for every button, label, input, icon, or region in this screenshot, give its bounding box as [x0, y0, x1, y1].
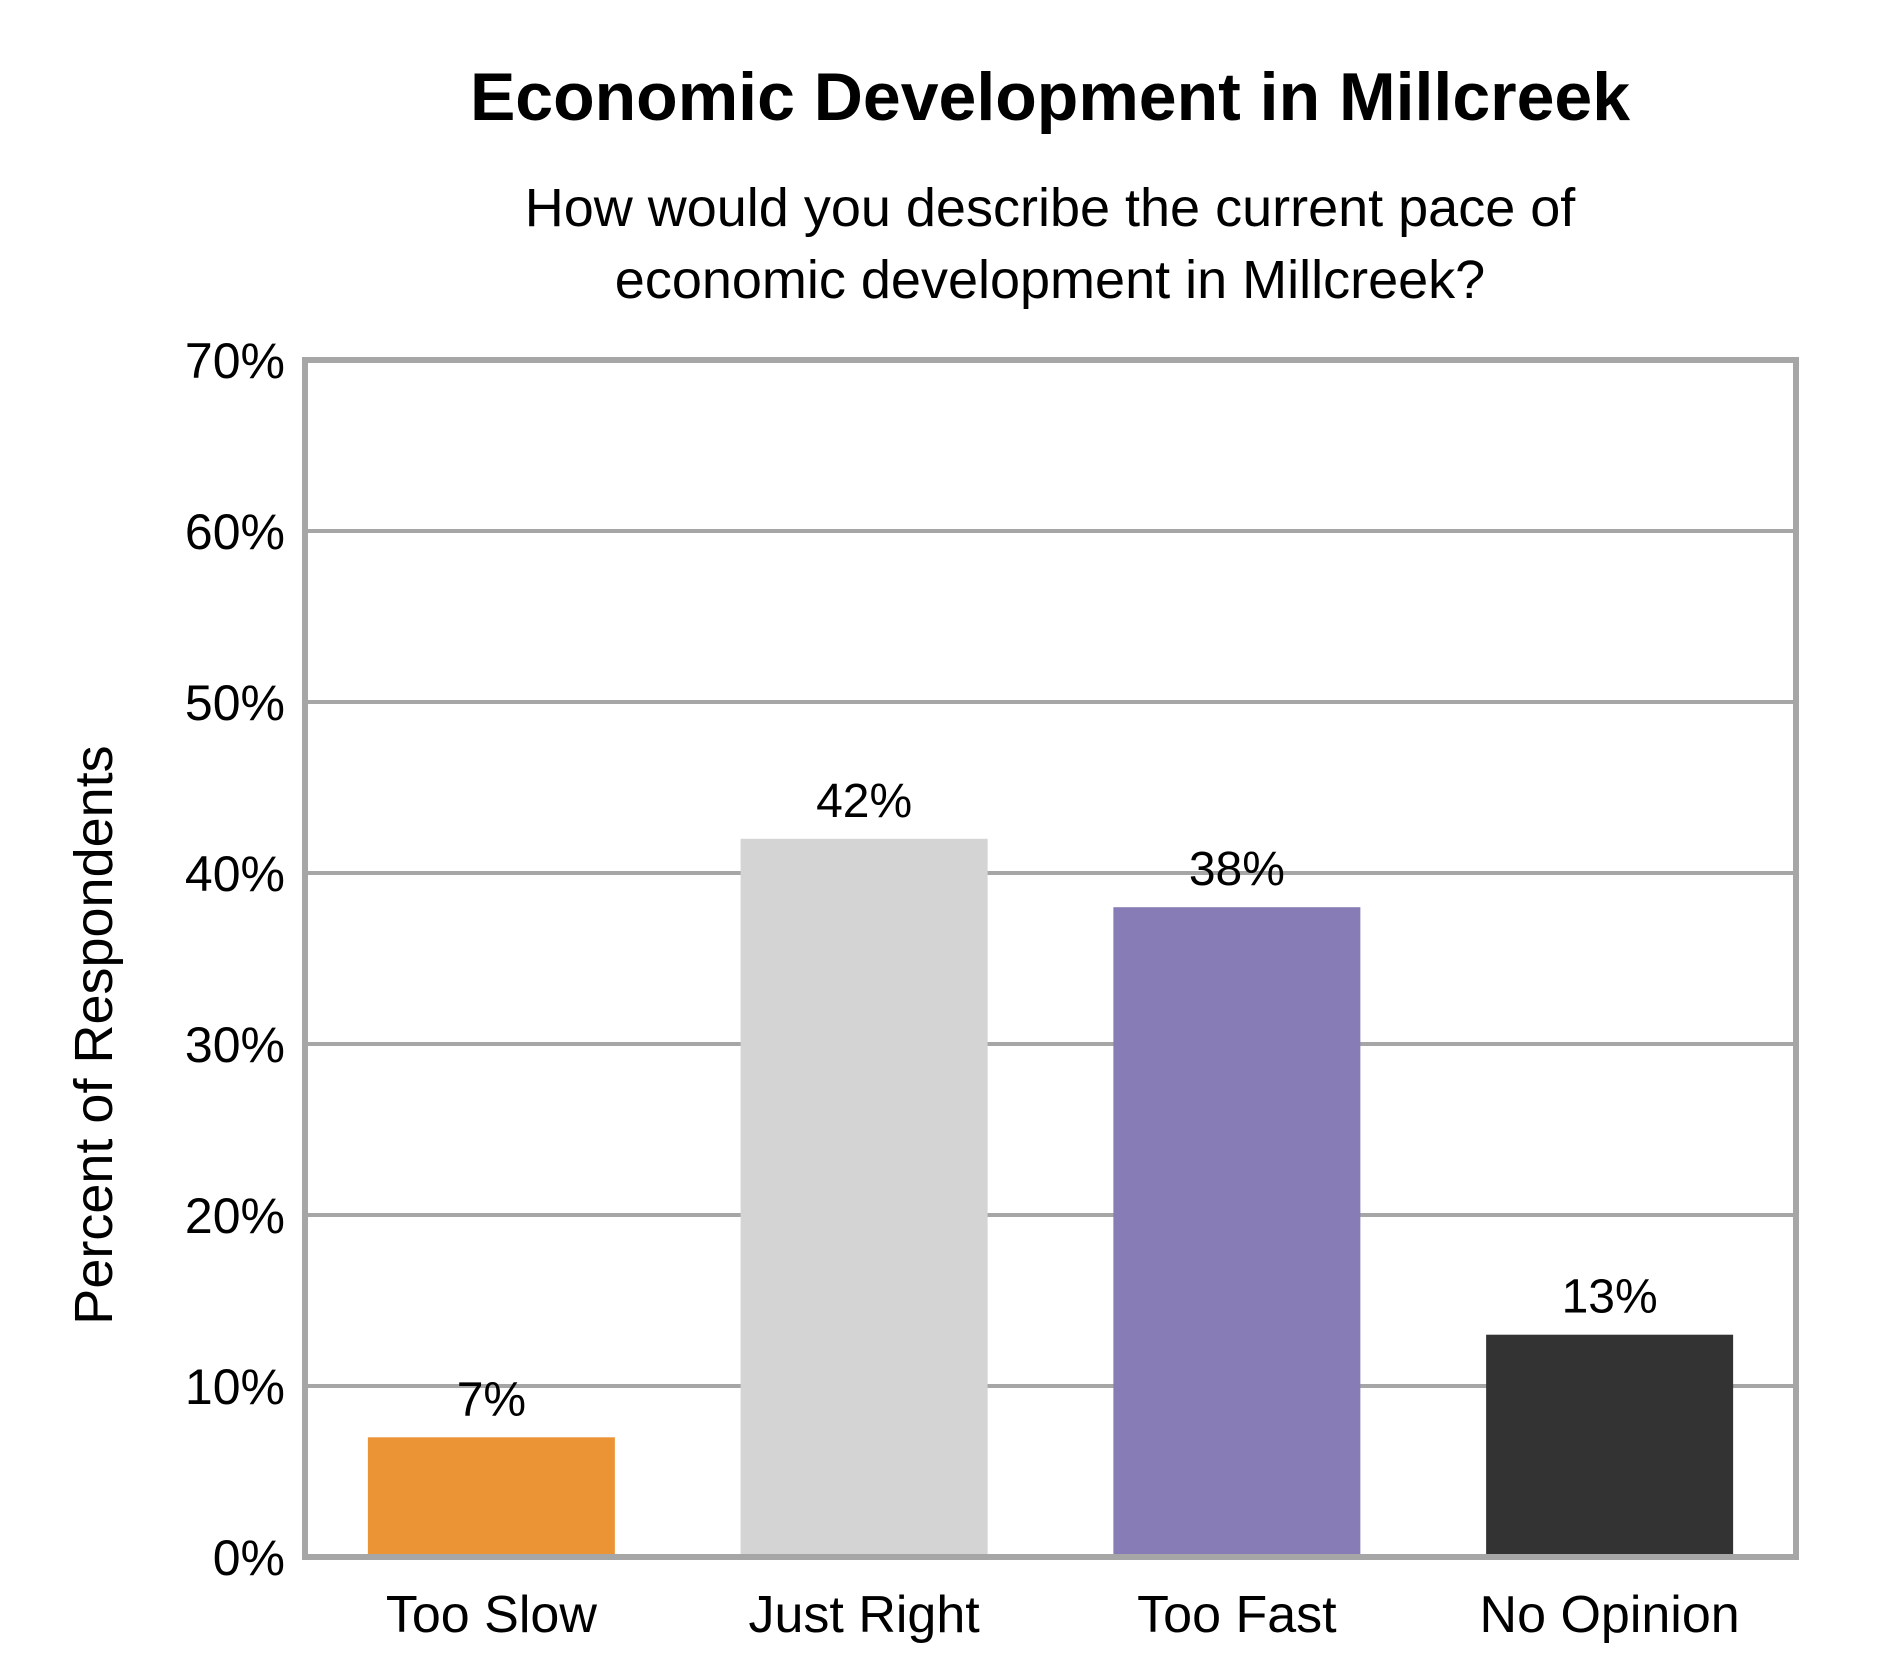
category-label: Too Fast	[1137, 1586, 1337, 1644]
chart-subtitle-line-2: economic development in Millcreek?	[615, 250, 1485, 310]
bar	[367, 1437, 615, 1557]
y-tick-label: 50%	[185, 675, 285, 731]
y-tick-label: 60%	[185, 504, 285, 560]
category-label: Just Right	[749, 1586, 981, 1644]
data-label: 7%	[457, 1373, 526, 1426]
y-tick-label: 30%	[185, 1017, 285, 1073]
data-label: 13%	[1562, 1271, 1658, 1324]
y-tick-label: 40%	[185, 846, 285, 902]
bar	[740, 838, 988, 1557]
bar	[1486, 1334, 1734, 1557]
bar	[1113, 907, 1361, 1557]
x-axis-categories: Too Slow Just Right Too Fast No Opinion	[386, 1586, 1740, 1644]
category-label: No Opinion	[1480, 1586, 1740, 1644]
y-tick-label: 70%	[185, 333, 285, 389]
y-tick-label: 0%	[213, 1530, 285, 1586]
chart-subtitle-line-1: How would you describe the current pace …	[525, 178, 1577, 238]
chart-title: Economic Development in Millcreek	[470, 59, 1630, 135]
plot-frame	[302, 357, 1799, 1560]
data-labels: 7% 42% 38% 13%	[457, 775, 1658, 1427]
y-axis-label: Percent of Respondents	[64, 745, 124, 1324]
plot-border	[302, 357, 1799, 1560]
data-label: 38%	[1189, 843, 1285, 896]
category-label: Too Slow	[386, 1586, 597, 1644]
bars	[367, 838, 1734, 1557]
y-tick-label: 10%	[185, 1359, 285, 1415]
y-axis-ticks: 0% 10% 20% 30% 40% 50% 60% 70%	[185, 333, 285, 1586]
gridlines	[305, 529, 1796, 1388]
y-tick-label: 20%	[185, 1188, 285, 1244]
data-label: 42%	[816, 775, 912, 828]
